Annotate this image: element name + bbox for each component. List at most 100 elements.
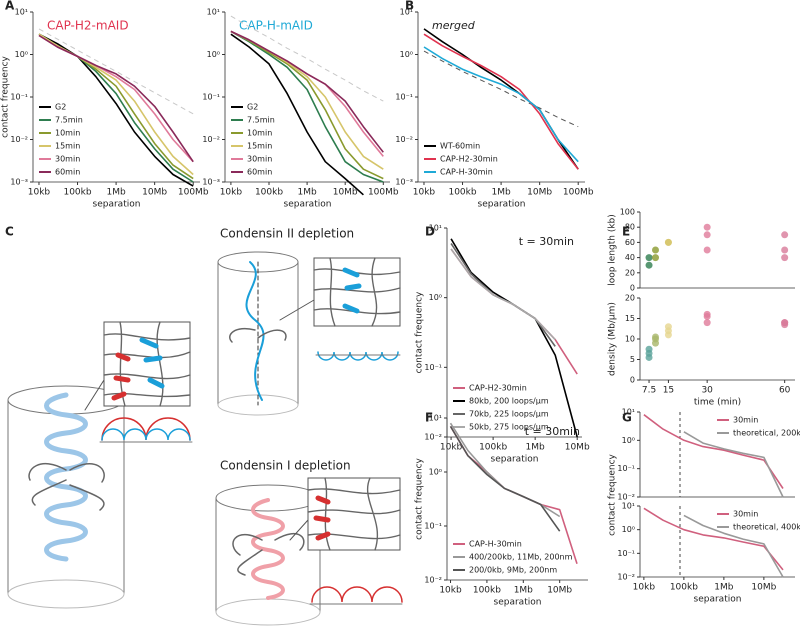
y-axis-label: density (Mb/µm) [608, 302, 618, 376]
chart-title: t = 30min [525, 425, 580, 438]
axis [639, 298, 795, 381]
y-axis-label: contact frequency [1, 55, 11, 137]
chart-title: t = 30min [519, 235, 574, 248]
loops [232, 533, 305, 576]
panel-letter: G [622, 411, 632, 425]
series-line [450, 238, 578, 438]
pointer [84, 379, 105, 411]
diagram-c: C Condensin II depletion Condensin I dep… [5, 225, 403, 626]
arc [101, 428, 191, 441]
panel-letter: D [425, 225, 435, 239]
panel-letter: A [5, 0, 15, 13]
y-tick-label: 10⁻² [10, 135, 28, 144]
legend-label: 10min [247, 129, 272, 138]
legend-label: 50kb, 275 loops/µm [469, 423, 549, 432]
y-tick-label: 10⁻² [617, 573, 635, 582]
legend-label: G2 [247, 103, 258, 112]
x-axis-label: separation [491, 455, 539, 465]
series-line [450, 248, 556, 341]
x-tick-label: 100Mb [563, 188, 594, 198]
legend-label: 60min [55, 168, 80, 177]
series-line [423, 46, 579, 163]
legend-label: 70kb, 225 loops/µm [469, 410, 549, 419]
y-tick-label: 10⁰ [400, 50, 413, 59]
y-tick-label: 10¹ [207, 8, 220, 17]
legend-label: 15min [247, 142, 272, 151]
panel-letter: B [405, 0, 414, 13]
legend-label: G2 [55, 103, 66, 112]
legend-label: CAP-H2-30min [440, 155, 498, 164]
point [703, 223, 711, 231]
y-tick-label: 10⁻² [395, 135, 413, 144]
y-tick-label: 60 [625, 238, 635, 247]
legend-label: CAP-H2-30min [469, 384, 527, 393]
x-tick-label: 10kb [220, 188, 243, 198]
x-tick-label: 10Mb [142, 188, 167, 198]
axis [446, 228, 582, 438]
y-tick-label: 15 [625, 314, 635, 323]
y-tick-label: 10⁰ [207, 50, 220, 59]
x-tick-label: 10Mb [547, 586, 572, 596]
panel-letter: C [5, 225, 14, 239]
x-tick-label: 10Mb [527, 188, 552, 198]
point [652, 333, 659, 341]
cylinder [7, 579, 125, 609]
x-tick-label: 100kb [473, 586, 501, 596]
panel-letter: F [425, 411, 433, 425]
legend-label: 400/200kb, 11Mb, 200nm [469, 553, 573, 562]
x-tick-label: 100kb [448, 188, 476, 198]
point [703, 319, 711, 327]
point [781, 231, 789, 239]
x-tick-label: 100kb [670, 583, 698, 593]
y-tick-label: 40 [625, 253, 635, 262]
series-line [38, 34, 194, 163]
condensin-ii [342, 267, 362, 314]
x-tick-label: 7.5 [642, 386, 656, 396]
series-line [230, 30, 384, 183]
helix [251, 498, 285, 600]
point [703, 231, 711, 239]
chromatin [245, 261, 265, 401]
y-tick-label: 0 [630, 284, 635, 293]
reference-line [230, 15, 384, 102]
x-tick-label: 100kb [479, 443, 507, 453]
y-tick-label: 10⁻¹ [424, 363, 442, 372]
point [781, 246, 789, 254]
legend-label: 30min [55, 155, 80, 164]
x-axis-label: separation [494, 598, 542, 608]
x-tick-label: 100kb [255, 188, 283, 198]
series-line [683, 514, 784, 578]
x-tick-label: 10Mb [751, 583, 776, 593]
x-tick-label: 1Mb [106, 188, 125, 198]
y-tick-label: 5 [630, 355, 635, 364]
loops [229, 328, 287, 343]
legend-label: CAP-H-30min [469, 540, 522, 549]
y-axis-label: loop length (kb) [608, 214, 618, 286]
x-axis-label: separation [694, 595, 742, 605]
axis [639, 412, 795, 498]
y-tick-label: 10⁻³ [10, 178, 28, 187]
series-line [643, 414, 784, 489]
y-tick-label: 10¹ [15, 8, 28, 17]
legend-label: CAP-H-30min [440, 168, 493, 177]
reference-line [38, 28, 194, 115]
point [664, 238, 672, 246]
series-line [38, 33, 194, 187]
x-axis-label: time (min) [694, 398, 741, 408]
y-tick-label: 10⁻¹ [617, 464, 635, 473]
point [645, 254, 653, 262]
legend-label: 30min [733, 510, 758, 519]
chart-title: merged [432, 19, 476, 32]
chromatin [103, 321, 191, 407]
y-tick-label: 10⁻¹ [10, 93, 28, 102]
y-tick-label: 10⁻² [617, 493, 635, 502]
y-tick-label: 10¹ [429, 414, 442, 423]
point [645, 345, 653, 353]
point [781, 319, 789, 327]
legend-label: 200/0kb, 9Mb, 200nm [469, 566, 557, 575]
legend-label: 30min [733, 416, 758, 425]
y-tick-label: 10⁻¹ [424, 522, 442, 531]
legend-label: 7.5min [247, 116, 275, 125]
chromatin [307, 477, 401, 551]
y-tick-label: 100 [620, 208, 635, 217]
